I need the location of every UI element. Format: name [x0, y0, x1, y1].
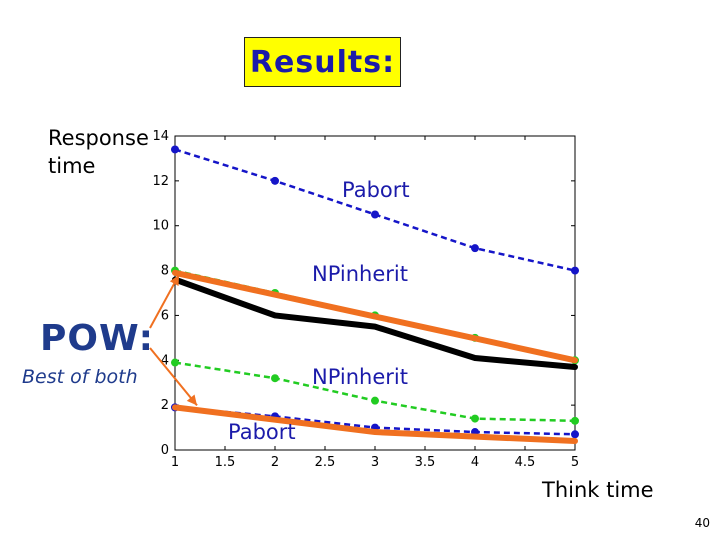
annotation-npinherit-bottom: NPinherit — [312, 365, 408, 389]
series-0-point — [271, 176, 279, 185]
y-tick-label: 6 — [161, 308, 169, 323]
series-4-point — [471, 414, 479, 423]
page-number: 40 — [694, 516, 710, 530]
series-5-point — [571, 430, 579, 439]
x-tick-label: 1 — [171, 455, 179, 470]
pow-arrow-upper-head — [169, 274, 179, 286]
x-tick-label: 2 — [271, 455, 279, 470]
annotation-npinherit-top: NPinherit — [312, 262, 408, 286]
pow-arrows — [149, 274, 198, 407]
series-0-point — [571, 266, 579, 275]
series-4-point — [371, 396, 379, 405]
x-tick-label: 3.5 — [415, 455, 436, 470]
annotation-pabort-top: Pabort — [342, 178, 410, 202]
pow-arrow-lower-head — [186, 394, 197, 406]
series-0-point — [471, 244, 479, 253]
x-tick-label: 3 — [371, 455, 379, 470]
series-4-point — [271, 374, 279, 383]
x-axis-label: Think time — [542, 478, 654, 502]
pow-subtitle: Best of both — [22, 366, 138, 388]
pow-label: POW: — [40, 318, 154, 359]
annotation-pabort-bottom: Pabort — [228, 420, 296, 444]
series-line-6 — [172, 404, 578, 445]
pow-arrow-upper — [149, 274, 180, 329]
y-tick-label: 14 — [152, 129, 169, 144]
x-tick-label: 4.5 — [515, 455, 536, 470]
x-tick-label: 1.5 — [215, 455, 236, 470]
slide-title: Results: — [249, 44, 396, 80]
x-tick-label: 4 — [471, 455, 479, 470]
pow-arrow-lower — [149, 347, 198, 407]
y-tick-label: 4 — [161, 353, 169, 368]
series-line-2 — [172, 276, 578, 371]
series-line-0 — [174, 148, 576, 272]
y-tick-label: 12 — [152, 174, 169, 189]
series-4-point — [571, 416, 579, 425]
title-box: Results: — [244, 37, 401, 87]
series-0-point — [171, 145, 179, 154]
x-tick-label: 2.5 — [315, 455, 336, 470]
axes: 1 1.5 2 2.5 3 3.5 4 4.5 5 0 2 4 6 8 10 12 14 — [152, 129, 579, 470]
series-group — [171, 145, 579, 445]
y-tick-label: 10 — [152, 219, 169, 234]
series-4-point — [171, 358, 179, 367]
y-axis-label: Response time — [48, 126, 149, 178]
y-tick-label: 0 — [161, 443, 169, 458]
x-tick-label: 5 — [571, 455, 579, 470]
y-tick-label: 2 — [161, 398, 169, 413]
y-tick-label: 8 — [161, 264, 169, 279]
series-0-point — [371, 210, 379, 219]
series-line-3 — [172, 269, 578, 364]
